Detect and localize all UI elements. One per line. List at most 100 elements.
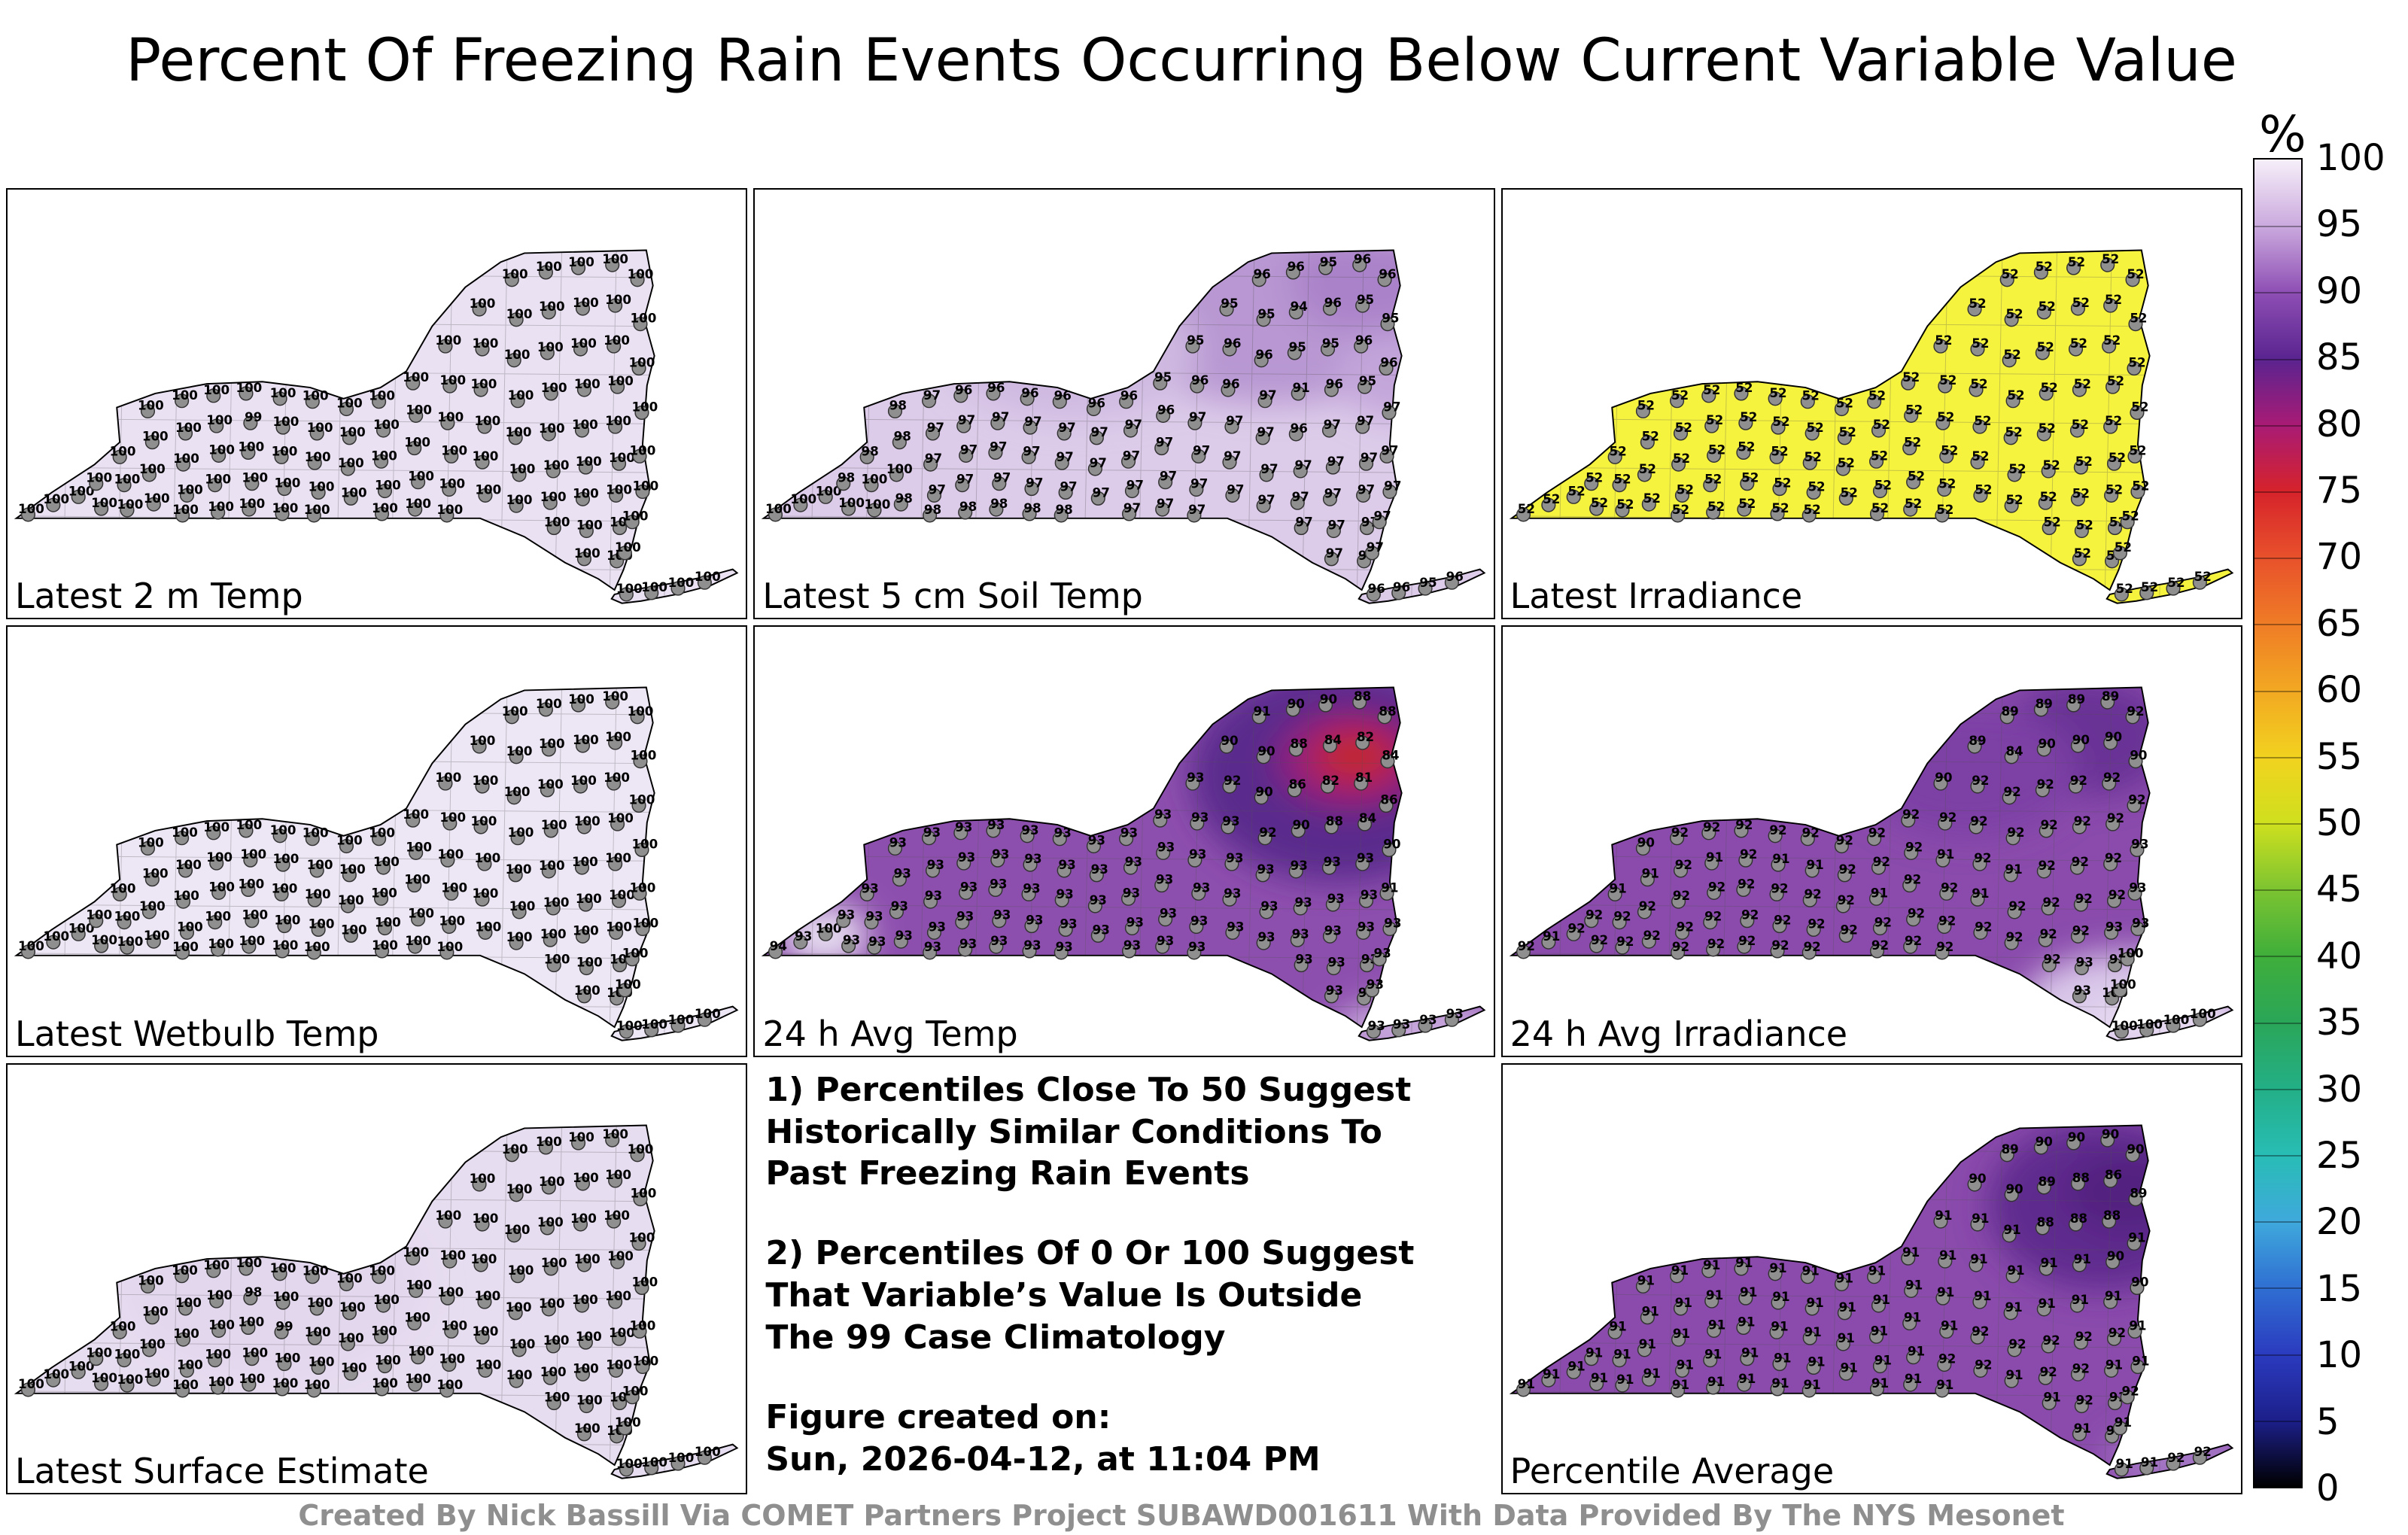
station-value: 52	[1975, 482, 1992, 497]
station-dot	[1359, 893, 1374, 909]
station-dot	[625, 515, 640, 530]
station-value: 93	[959, 937, 977, 951]
station-value: 93	[1291, 859, 1308, 873]
station-value: 100	[615, 1415, 641, 1430]
station-dot	[46, 1372, 61, 1388]
station-value: 93	[1326, 983, 1343, 998]
station-value: 100	[791, 492, 817, 506]
colorbar-tick-label: 50	[2316, 802, 2363, 844]
station-dot	[2130, 1280, 2145, 1295]
station-value: 100	[43, 492, 69, 506]
station-value: 92	[1840, 923, 1857, 938]
station-dot	[2112, 546, 2127, 561]
station-dot	[1377, 272, 1392, 287]
station-dot	[1838, 929, 1853, 944]
station-dot	[2007, 467, 2022, 482]
station-value: 91	[1643, 1366, 1660, 1381]
figure-title: Percent Of Freezing Rain Events Occurrin…	[126, 27, 2237, 95]
station-value: 95	[1359, 374, 1376, 388]
station-dot	[541, 1301, 556, 1317]
station-value: 52	[1517, 502, 1534, 516]
station-value: 100	[473, 774, 499, 788]
station-value: 93	[1296, 953, 1313, 967]
station-value: 52	[2103, 333, 2121, 348]
station-value: 100	[142, 1304, 169, 1318]
station-dot	[472, 1177, 487, 1192]
station-value: 92	[2128, 793, 2145, 807]
station-dot	[506, 1227, 521, 1242]
station-value: 52	[1803, 503, 1820, 517]
station-value: 92	[1224, 774, 1242, 788]
station-dot	[241, 1320, 256, 1335]
station-dot	[1804, 426, 1820, 441]
station-value: 52	[1774, 476, 1791, 491]
station-value: 95	[1320, 255, 1337, 269]
station-dot	[1967, 1177, 1982, 1192]
station-dot	[1365, 546, 1380, 561]
station-dot	[2002, 353, 2017, 368]
station-value: 52	[1643, 491, 1660, 506]
station-value: 100	[609, 889, 635, 903]
station-dot	[697, 575, 712, 590]
station-dot	[1291, 386, 1306, 401]
station-value: 100	[238, 1315, 264, 1329]
station-dot	[442, 1357, 457, 1372]
station-value: 100	[616, 1019, 643, 1033]
station-value: 88	[2036, 1215, 2054, 1230]
colorbar-tick-label: 15	[2316, 1267, 2363, 1310]
station-dot	[1612, 915, 1627, 930]
station-dot	[1583, 476, 1598, 491]
station-value: 100	[405, 934, 431, 948]
station-dot	[178, 863, 193, 878]
station-dot	[1970, 1217, 1985, 1232]
station-value: 52	[2005, 493, 2023, 507]
station-value: 52	[1902, 370, 1920, 385]
station-dot	[1289, 742, 1304, 757]
station-dot	[1189, 919, 1204, 935]
station-dot	[958, 942, 973, 957]
station-dot	[309, 1301, 324, 1316]
long-island-outline	[1358, 1005, 1486, 1042]
station-dot	[922, 394, 937, 409]
station-value: 91	[1609, 1319, 1626, 1333]
station-value: 100	[307, 858, 333, 872]
station-value: 90	[2102, 1127, 2119, 1141]
station-dot	[2033, 1140, 2048, 1155]
station-value: 100	[536, 260, 562, 274]
station-value: 100	[629, 793, 655, 807]
station-value: 100	[576, 892, 602, 906]
station-dot	[243, 415, 258, 430]
station-value: 82	[1357, 730, 1374, 744]
colorbar-tick-label: 65	[2316, 602, 2363, 645]
station-value: 52	[1874, 479, 1891, 493]
station-value: 91	[1905, 1278, 1923, 1292]
station-value: 100	[439, 914, 465, 929]
station-value: 100	[275, 1351, 301, 1365]
station-value: 52	[1613, 473, 1631, 487]
station-value: 84	[1382, 749, 1400, 763]
station-dot	[2099, 257, 2115, 272]
station-dot	[1540, 935, 1556, 950]
station-dot	[1294, 521, 1309, 536]
station-value: 100	[175, 1296, 202, 1310]
station-dot	[540, 1220, 555, 1236]
station-value: 100	[474, 414, 500, 428]
station-value: 52	[2121, 509, 2139, 524]
station-value: 97	[1385, 479, 1402, 494]
station-dot	[306, 1382, 321, 1398]
station-dot	[1379, 448, 1394, 464]
station-dot	[1673, 426, 1688, 441]
station-dot	[926, 863, 941, 878]
station-dot	[175, 831, 190, 846]
station-dot	[373, 454, 389, 469]
station-dot	[407, 1315, 422, 1330]
station-dot	[1377, 710, 1392, 725]
station-dot	[1936, 919, 1952, 935]
station-value: 100	[573, 296, 599, 310]
station-dot	[2042, 1395, 2057, 1410]
station-dot	[1704, 418, 1719, 433]
station-value: 82	[1322, 774, 1339, 788]
station-value: 91	[1937, 848, 1954, 862]
station-dot	[46, 497, 61, 512]
station-dot	[245, 913, 260, 929]
